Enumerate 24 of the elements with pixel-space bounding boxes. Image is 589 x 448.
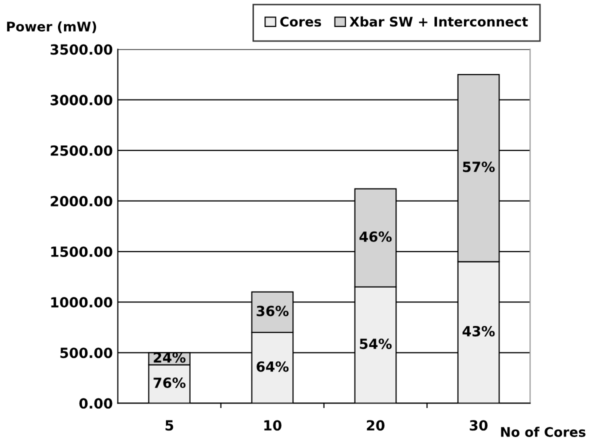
annotation: 36% bbox=[256, 306, 289, 316]
y-tick-label: 2500.00 bbox=[50, 145, 112, 156]
x-tick-label: 30 bbox=[470, 420, 488, 431]
annotation: 76% bbox=[154, 378, 186, 388]
y-tick-label: 2000.00 bbox=[50, 196, 112, 206]
x-tick-label: 20 bbox=[366, 420, 384, 431]
y-tick-label: 1500.00 bbox=[51, 246, 112, 257]
annotation: 57% bbox=[463, 162, 495, 172]
x-axis-title: No of Cores bbox=[501, 426, 586, 437]
x-tick-label: 5 bbox=[166, 420, 174, 431]
y-tick-label: 3500.00 bbox=[50, 44, 112, 55]
y-tick-label: 1000.00 bbox=[51, 297, 112, 308]
legend-label: Xbar SW + Interconnect bbox=[350, 16, 528, 27]
y-tick-label: 500.00 bbox=[60, 348, 112, 358]
legend-label: Cores bbox=[280, 16, 322, 27]
annotation: 24% bbox=[154, 352, 186, 363]
annotation: 54% bbox=[360, 338, 392, 350]
annotation: 43% bbox=[462, 326, 495, 336]
y-tick-label: 0.00 bbox=[79, 398, 112, 409]
y-tick-label: 3000.00 bbox=[50, 94, 112, 106]
x-tick-label: 10 bbox=[264, 420, 282, 431]
annotation: 64% bbox=[256, 361, 289, 372]
y-axis-title: Power (mW) bbox=[7, 21, 96, 34]
annotation: 46% bbox=[359, 231, 392, 242]
